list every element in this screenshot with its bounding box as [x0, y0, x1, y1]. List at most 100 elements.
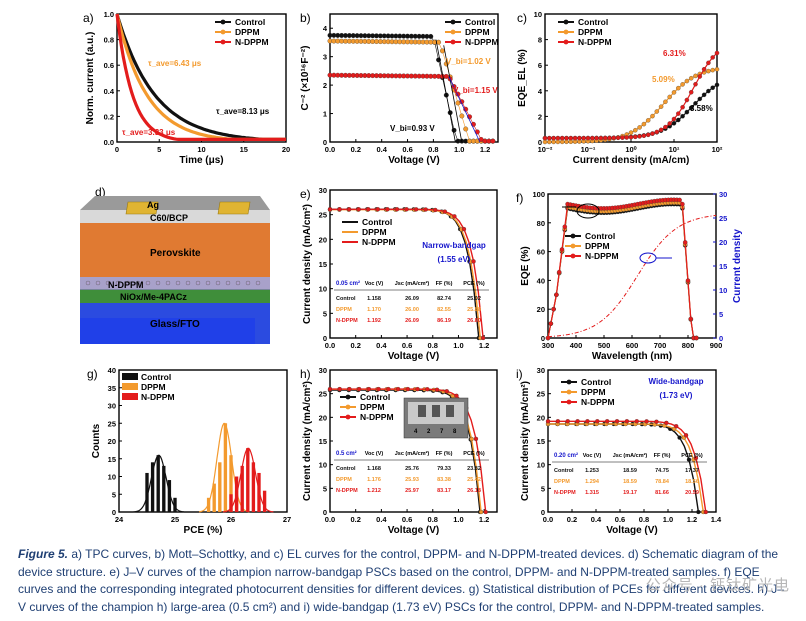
table-header: PCE (%): [463, 451, 485, 457]
jv-point: [703, 509, 708, 515]
layer-label: C60/BCP: [150, 213, 188, 223]
el-point: [693, 101, 698, 106]
el-point: [680, 113, 685, 119]
y2-tick-label: 25: [719, 214, 727, 223]
legend-label: N-DPPM: [360, 412, 394, 422]
y2-tick-label: 30: [719, 190, 727, 199]
jv-point: [693, 455, 699, 461]
table-header: Voc (V): [365, 281, 384, 287]
y-tick-label: 25: [537, 390, 545, 399]
table-area: 0.5 cm²: [336, 450, 357, 457]
y-tick-label: 40: [108, 366, 116, 375]
x-tick-label: 10⁻¹: [581, 145, 596, 154]
jv-point: [394, 207, 400, 212]
legend-label: Control: [235, 17, 265, 27]
table-cell: 82.55: [437, 307, 451, 313]
table-cell: 17.37: [685, 468, 699, 474]
jv-point: [454, 393, 459, 398]
y-tick-label: 35: [108, 384, 116, 393]
el-point: [568, 135, 574, 141]
histogram-bar: [229, 494, 233, 512]
annotation: τ_ave=6.43 μs: [148, 59, 202, 68]
x-tick-label: 0.6: [402, 341, 412, 350]
panel-letter: e): [300, 187, 311, 201]
el-point: [684, 78, 690, 84]
ms-point: [428, 33, 434, 39]
table-cell: 1.253: [585, 468, 599, 474]
histogram-bar: [167, 480, 172, 512]
plot-frame: [329, 13, 499, 143]
eqe-point: [685, 278, 691, 283]
x-tick-label: 27: [283, 515, 291, 524]
eqe-curve: [547, 203, 697, 339]
y-tick-label: 15: [319, 260, 327, 269]
y-tick-label: 5: [541, 484, 545, 493]
jv-point: [545, 419, 551, 424]
table-cell: 25.42: [467, 477, 481, 483]
x-tick-label: 0.2: [350, 341, 360, 350]
device-cell: [418, 405, 426, 417]
annotation: 6.31%: [663, 49, 686, 58]
eqe-point: [694, 335, 699, 341]
el-point: [706, 68, 711, 74]
el-point: [663, 99, 668, 105]
table-cell: 81.66: [655, 490, 669, 496]
legend-marker: [450, 19, 456, 25]
table-row-label: DPPM: [336, 477, 352, 483]
y-tick-label: 30: [319, 186, 327, 195]
eqe-point: [680, 201, 685, 207]
table-cell: 1.294: [585, 479, 600, 485]
table-cell: 83.17: [437, 488, 451, 494]
y-tick-label: 10: [537, 461, 545, 470]
el-point: [697, 74, 703, 79]
y-tick-label: 6: [538, 61, 542, 70]
legend-marker: [220, 39, 226, 45]
el-point: [667, 121, 672, 126]
caption-text: a) TPC curves, b) Mott–Schottky, and c) …: [18, 547, 784, 614]
el-point: [650, 131, 655, 136]
jv-point: [413, 207, 419, 212]
table-header: Jsc (mA/cm²): [395, 450, 430, 457]
panel-h: 0.0 0.2 0.4 0.6 0.8 1.0 1.2 0 5 10 15 20 25 30 Voltage…: [300, 366, 498, 536]
table-header: PCE (%): [681, 453, 703, 459]
table-cell: 26.00: [405, 307, 419, 313]
panel-letter: f): [516, 191, 523, 205]
y-tick-label: 1.0: [104, 10, 114, 19]
el-point: [594, 135, 599, 141]
el-point: [633, 127, 638, 133]
legend-marker: [563, 19, 569, 25]
el-point: [542, 139, 548, 145]
jv-point: [480, 335, 486, 341]
annotation: 3.58%: [690, 104, 713, 113]
el-point: [641, 121, 647, 127]
x-tick-label: 0.2: [350, 515, 360, 524]
x-tick-label: 900: [710, 341, 723, 350]
histogram-bar: [229, 455, 233, 512]
note: (1.55 eV): [438, 255, 471, 264]
panel-letter: g): [87, 367, 98, 381]
x-tick-label: 800: [682, 341, 695, 350]
jv-point: [415, 386, 420, 392]
jv-point: [423, 207, 428, 212]
ms-point: [443, 73, 449, 79]
x-axis-label: Current density (mA/cm): [573, 155, 690, 166]
panel-letter: h): [300, 367, 311, 381]
legend-label: DPPM: [581, 387, 606, 397]
molecule-dot: [125, 280, 131, 286]
x-tick-label: 600: [626, 341, 639, 350]
annotation: τ_ave=3.33 μs: [122, 128, 176, 137]
table-cell: 26.18: [467, 488, 481, 494]
el-point: [645, 132, 651, 138]
el-point: [611, 135, 617, 141]
el-point: [710, 55, 715, 60]
layer-label: Glass/FTO: [150, 319, 200, 330]
table-cell: 25.88: [467, 307, 481, 313]
y-tick-label: 0.2: [104, 112, 114, 121]
el-point: [620, 135, 625, 140]
molecule-dot: [225, 280, 231, 286]
device-label: 8: [453, 429, 457, 435]
el-point: [577, 135, 582, 141]
jv-point: [346, 207, 352, 212]
molecule-dot: [95, 280, 101, 286]
el-point: [628, 134, 634, 140]
